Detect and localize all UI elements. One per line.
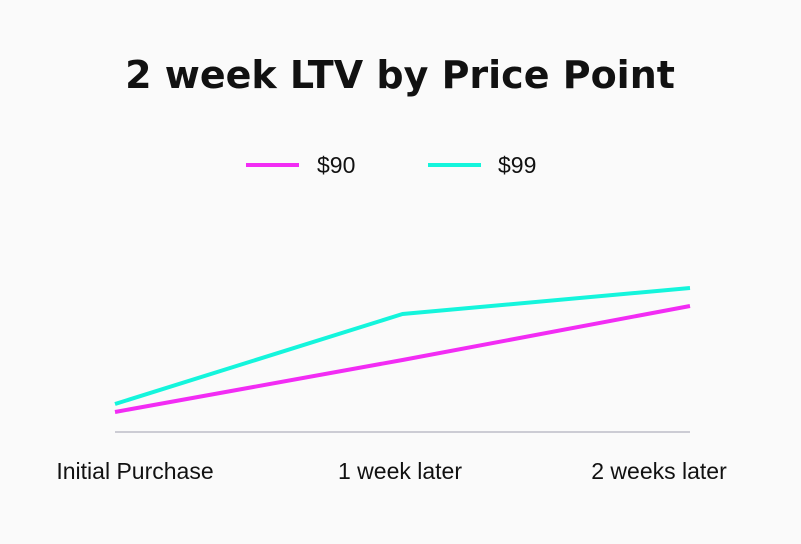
chart-title: 2 week LTV by Price Point [125,53,675,97]
series-lines [114,286,691,414]
legend-item-90: $90 [246,152,355,178]
legend-label-90: $90 [317,152,355,178]
series-line-90 [114,304,691,414]
legend: $90 $99 [246,152,536,178]
x-tick-labels: Initial Purchase 1 week later 2 weeks la… [56,458,727,484]
x-tick-label-2-weeks-later: 2 weeks later [591,458,727,484]
legend-label-99: $99 [498,152,536,178]
legend-item-99: $99 [428,152,536,178]
x-tick-label-initial-purchase: Initial Purchase [56,458,213,484]
x-tick-label-1-week-later: 1 week later [338,458,462,484]
series-line-99 [114,286,691,406]
